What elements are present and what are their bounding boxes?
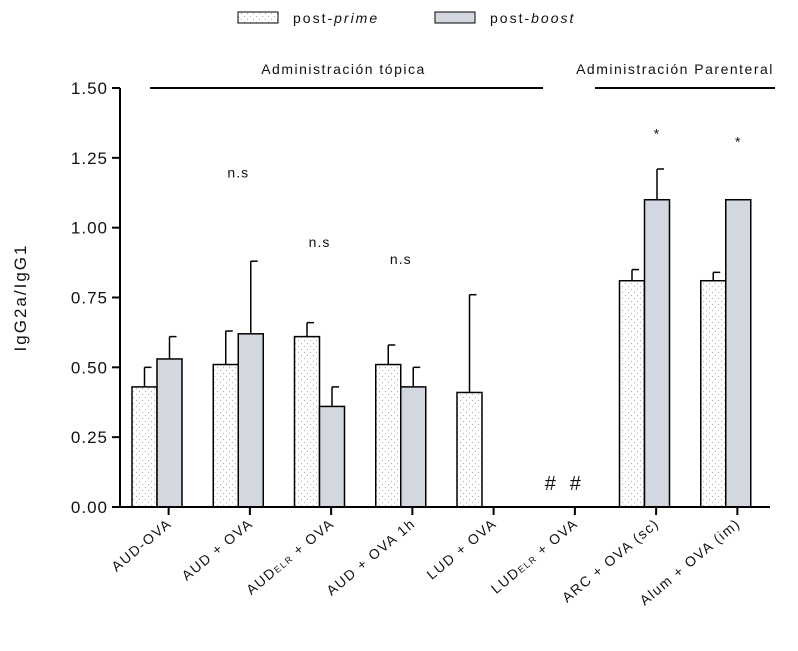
bar: [212, 363, 239, 508]
annotation-label: n.s: [309, 234, 331, 250]
annotation-label: *: [654, 125, 660, 141]
bar: [156, 358, 183, 508]
x-tick-label: LUDELR + OVA: [488, 515, 581, 597]
x-tick-label: AUD + OVA: [178, 515, 255, 584]
group-label: Administración Parenteral: [576, 61, 774, 77]
annotation-label: #: [570, 473, 582, 495]
bars: [131, 168, 752, 508]
group-label: Administración tópica: [261, 61, 426, 77]
y-axis: 0.00 0.25 0.50 0.75 1.00 1.25 1.50 IgG2a/IgG1: [11, 79, 121, 517]
annotation-label: #: [545, 473, 557, 495]
x-tick-label: AUD-OVA: [108, 515, 174, 574]
legend-swatch: [434, 11, 476, 24]
bar: [293, 335, 321, 508]
y-tick-label: 1.00: [71, 219, 108, 238]
bar: [237, 333, 264, 508]
bar: [375, 363, 402, 508]
bar: [700, 279, 727, 508]
bar: [131, 386, 158, 508]
y-tick-label: 1.50: [71, 79, 108, 98]
annotation-label: *: [735, 134, 741, 150]
bar: [400, 386, 427, 508]
group-labels: Administración tópica Administración Pare…: [150, 61, 775, 89]
legend-label: post-boost: [490, 10, 575, 26]
y-tick-label: 0.50: [71, 358, 108, 377]
legend: post-prime post-boost: [237, 10, 575, 26]
y-axis-label: IgG2a/IgG1: [11, 244, 30, 352]
annotation-label: n.s: [390, 251, 412, 267]
y-tick-label: 0.75: [71, 289, 108, 308]
legend-label: post-prime: [293, 10, 379, 26]
x-tick-label: LUD + OVA: [423, 515, 499, 583]
bar: [618, 279, 646, 508]
y-tick-label: 0.00: [71, 498, 108, 517]
bar: [643, 198, 671, 508]
y-tick-label: 1.25: [71, 149, 108, 168]
bar: [318, 405, 346, 508]
annotation-label: n.s: [227, 164, 249, 180]
y-tick-label: 0.25: [71, 428, 108, 447]
legend-swatch: [237, 11, 279, 24]
bar: [456, 391, 483, 508]
annotations: n.s n.s n.s * * # #: [227, 125, 741, 495]
bar: [725, 198, 752, 508]
x-tick-label: AUD + OVA 1h: [323, 515, 418, 598]
